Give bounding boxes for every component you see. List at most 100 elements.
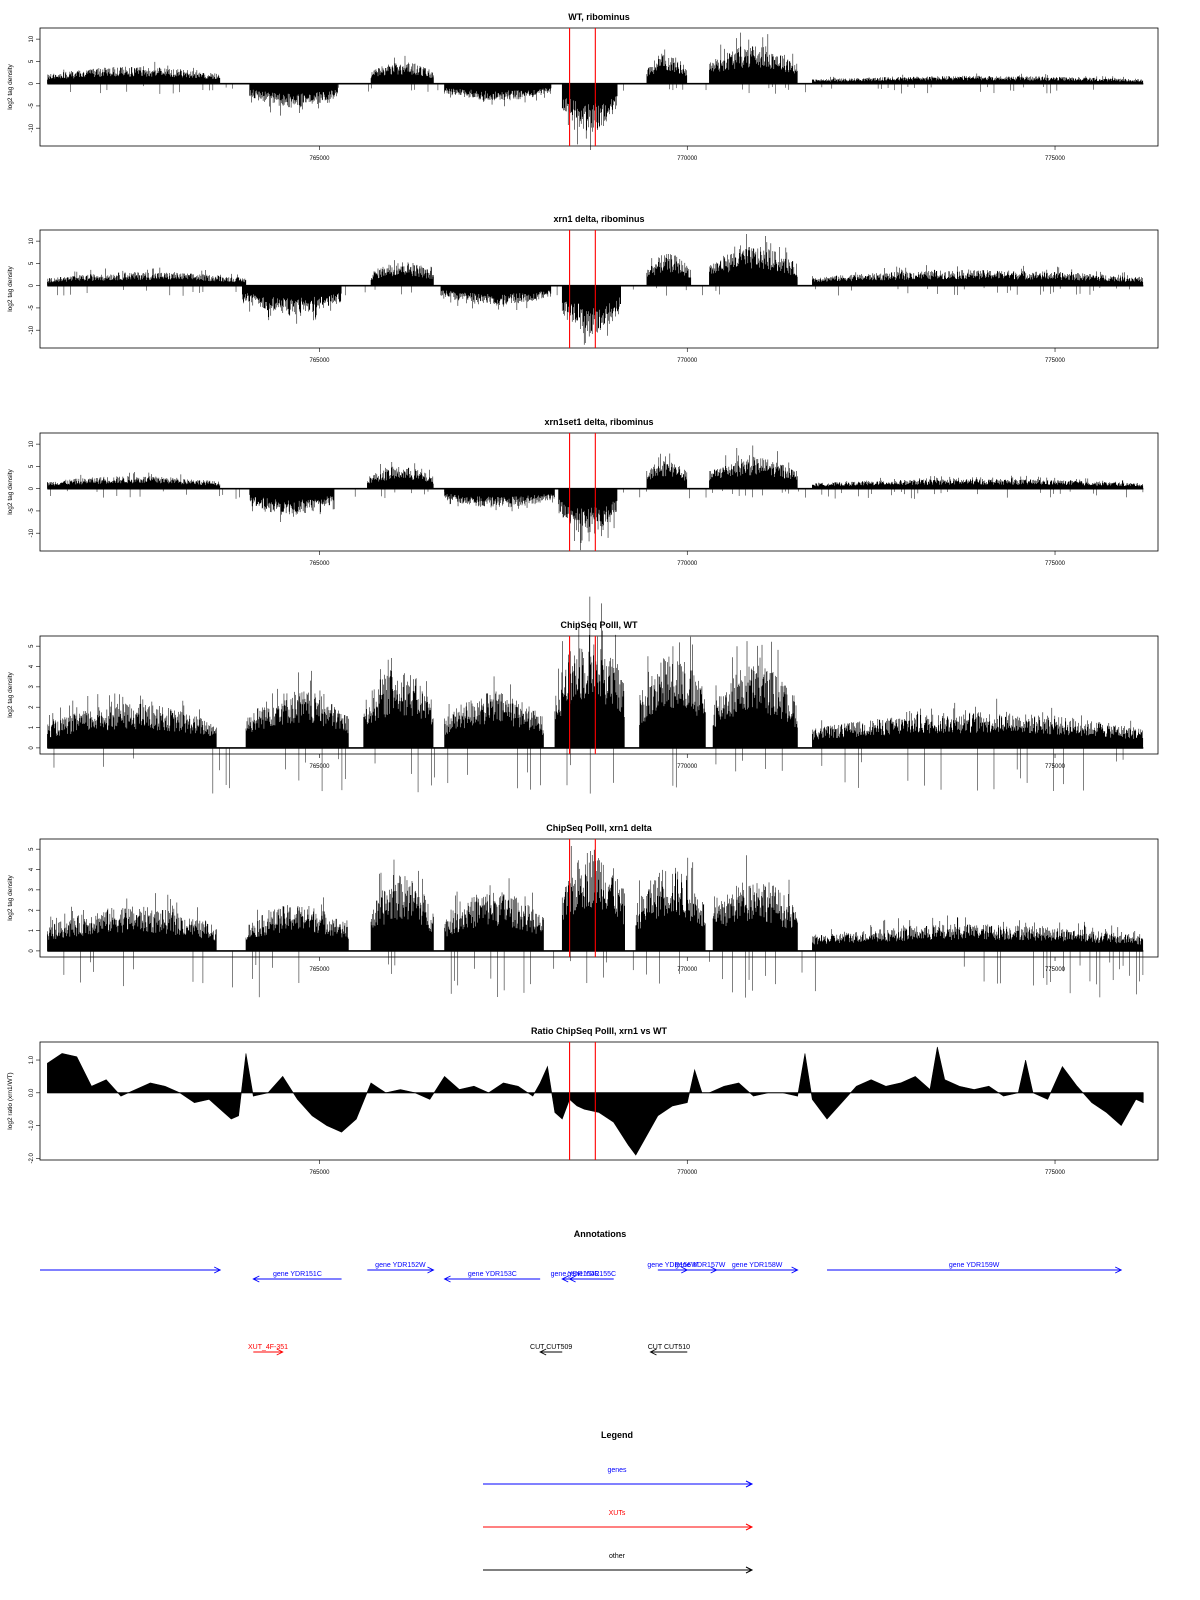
- y-tick-label: 10: [29, 237, 35, 244]
- x-tick-label: 765000: [309, 967, 330, 973]
- plot-frame: [39, 229, 1159, 349]
- chart-panel-2: xrn1 delta, ribominus -10 -5 0 5 10 log2 tag d…: [7, 214, 1159, 364]
- chart-panel-6: Ratio ChipSeq PolII, xrn1 vs WT -2.0 -1.0 0…: [7, 1026, 1159, 1176]
- y-tick-label: -10: [29, 325, 35, 334]
- x-tick-label: 765000: [309, 1170, 330, 1176]
- legend-item-other: other: [483, 1553, 754, 1574]
- y-tick-label: 5: [29, 644, 35, 648]
- y-axis-label: log2 tag density: [7, 671, 14, 717]
- legend-item-genes: genes: [483, 1467, 754, 1488]
- x-tick-label: 775000: [1045, 561, 1066, 567]
- x-tick-label: 770000: [677, 764, 698, 770]
- x-tick-label: 775000: [1045, 764, 1066, 770]
- plot-frame: [39, 432, 1159, 552]
- feature-label: CUT CUT510: [648, 1344, 690, 1351]
- density-bars-minor: [53, 747, 1124, 794]
- arrowhead-icon: [252, 1275, 260, 1283]
- density-bars-minor: [70, 83, 1094, 94]
- x-tick-label: 770000: [677, 967, 698, 973]
- x-tick-label: 775000: [1045, 156, 1066, 162]
- legend-panel: Legend genes XUTs other: [483, 1430, 754, 1574]
- y-tick-label: 0: [29, 949, 35, 953]
- arrowhead-icon: [568, 1275, 576, 1283]
- x-tick-label: 765000: [309, 156, 330, 162]
- chart-title: xrn1set1 delta, ribominus: [544, 417, 653, 427]
- feature-unlabeled-gene: [40, 1266, 222, 1274]
- density-bars: [47, 233, 1144, 345]
- feature-cut-cut510: CUT CUT510: [648, 1344, 690, 1356]
- density-bars: [47, 445, 1144, 551]
- arrowhead-icon: [276, 1348, 284, 1356]
- y-axis-label: log2 tag density: [7, 468, 14, 514]
- y-tick-label: 4: [29, 664, 35, 668]
- feature-gene-ydr153c: gene YDR153C: [443, 1271, 541, 1283]
- arrowhead-icon: [745, 1480, 754, 1488]
- y-tick-label: -5: [29, 103, 35, 109]
- feature-gene-ydr157w: gene YDR157W: [675, 1262, 726, 1274]
- chart-panel-3: xrn1set1 delta, ribominus -10 -5 0 5 10 log2 t…: [7, 417, 1159, 567]
- legend-item-label: XUTs: [609, 1510, 626, 1517]
- feature-gene-ydr158w: gene YDR158W: [716, 1262, 799, 1274]
- feature-label: gene YDR152W: [375, 1262, 426, 1269]
- plot-frame: [39, 838, 1159, 958]
- y-tick-label: 5: [29, 847, 35, 851]
- legend-item-xuts: XUTs: [483, 1510, 754, 1531]
- y-tick-label: 5: [29, 59, 35, 63]
- arrowhead-icon: [791, 1266, 799, 1274]
- chart-panel-4: ChipSeq PolII, WT 0 1 2 3 4 5 log2 tag density 7…: [7, 596, 1159, 794]
- chart-title: ChipSeq PolII, WT: [561, 620, 638, 630]
- arrowhead-icon: [710, 1266, 718, 1274]
- x-tick-label: 765000: [309, 764, 330, 770]
- chart-panel-5: ChipSeq PolII, xrn1 delta 0 1 2 3 4 5 log2 tag …: [7, 823, 1159, 998]
- y-axis-label: log2 tag density: [7, 63, 14, 109]
- feature-cut-cut509: CUT CUT509: [530, 1344, 572, 1356]
- x-tick-label: 775000: [1045, 358, 1066, 364]
- y-tick-label: 1.0: [29, 1055, 35, 1064]
- y-tick-label: -5: [29, 305, 35, 311]
- legend-item-label: other: [609, 1553, 626, 1560]
- annotations-title: Annotations: [574, 1229, 627, 1239]
- legend-item-label: genes: [607, 1467, 627, 1474]
- plot-frame: [39, 635, 1159, 755]
- arrowhead-icon: [561, 1275, 569, 1283]
- legend-title: Legend: [601, 1430, 633, 1440]
- y-tick-label: 1: [29, 928, 35, 932]
- arrowhead-icon: [427, 1266, 435, 1274]
- y-tick-label: 10: [29, 35, 35, 42]
- feature-label: gene YDR155C: [567, 1271, 616, 1278]
- arrowhead-icon: [649, 1348, 657, 1356]
- arrowhead-icon: [1115, 1266, 1123, 1274]
- density-bars: [47, 32, 1144, 150]
- y-tick-label: -5: [29, 508, 35, 514]
- density-bars-minor: [57, 285, 1130, 296]
- y-tick-label: -10: [29, 123, 35, 132]
- feature-label: CUT CUT509: [530, 1344, 572, 1351]
- y-tick-label: -2.0: [29, 1153, 35, 1164]
- feature-label: XUT_4F-351: [248, 1344, 288, 1351]
- y-tick-label: 10: [29, 440, 35, 447]
- y-tick-label: 3: [29, 685, 35, 689]
- y-tick-label: 3: [29, 888, 35, 892]
- feature-gene-ydr155c: gene YDR155C: [567, 1271, 616, 1283]
- plot-frame: [39, 27, 1159, 147]
- feature-gene-ydr152w: gene YDR152W: [367, 1262, 435, 1274]
- y-tick-label: 0: [29, 283, 35, 287]
- y-tick-label: 5: [29, 464, 35, 468]
- y-tick-label: -10: [29, 528, 35, 537]
- y-tick-label: -1.0: [29, 1120, 35, 1131]
- x-tick-label: 770000: [677, 1170, 698, 1176]
- arrowhead-icon: [745, 1566, 754, 1574]
- feature-label: gene YDR153C: [468, 1271, 517, 1278]
- y-tick-label: 0: [29, 746, 35, 750]
- x-tick-label: 770000: [677, 156, 698, 162]
- density-bars-minor: [63, 950, 1144, 998]
- density-bars: [47, 596, 1144, 748]
- x-tick-label: 765000: [309, 358, 330, 364]
- chart-panel-1: WT, ribominus -10 -5 0 5 10 log2 tag density 76…: [7, 12, 1159, 162]
- y-tick-label: 2: [29, 908, 35, 912]
- y-tick-label: 2: [29, 705, 35, 709]
- chart-title: Ratio ChipSeq PolII, xrn1 vs WT: [531, 1026, 668, 1036]
- chart-title: xrn1 delta, ribominus: [553, 214, 644, 224]
- chart-title: WT, ribominus: [568, 12, 630, 22]
